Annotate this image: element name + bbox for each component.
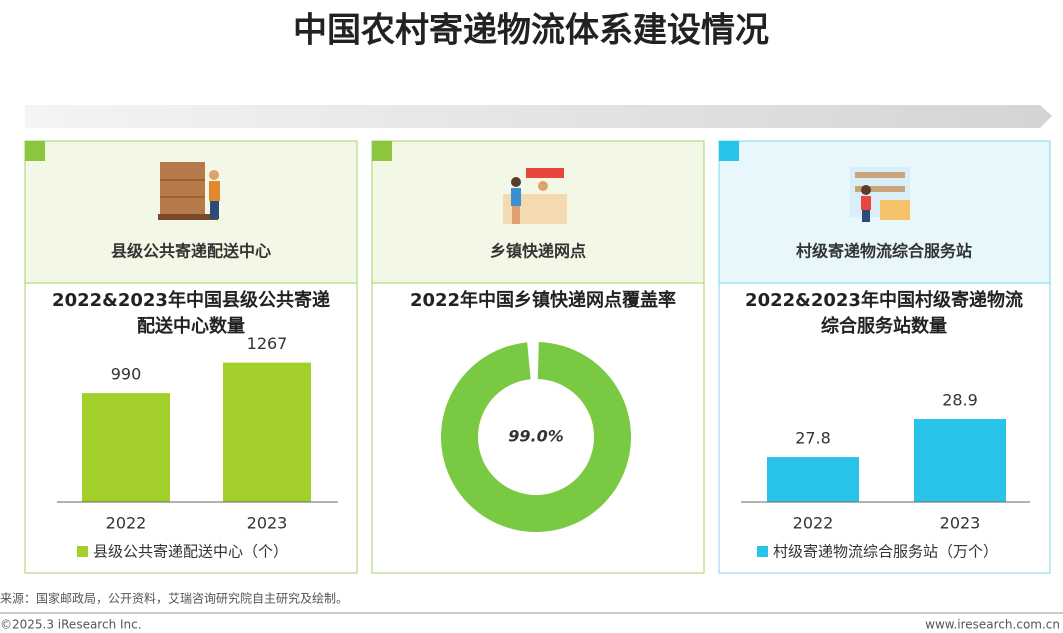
arrow-bar <box>25 105 1052 128</box>
value-label: 99.0% <box>508 427 564 446</box>
chart-title: 2022年中国乡镇快递网点覆盖率 <box>409 290 677 311</box>
icon-post-office <box>503 168 567 224</box>
donut-segment <box>440 342 631 532</box>
x-tick-label: 2022 <box>793 514 834 533</box>
corner <box>372 141 392 161</box>
corner <box>25 141 45 161</box>
corner <box>719 141 739 161</box>
legend-label: 县级公共寄递配送中心（个） <box>93 543 288 561</box>
website: www.iresearch.com.cn <box>925 618 1060 632</box>
copyright: ©2025.3 iResearch Inc. <box>0 618 142 632</box>
legend-swatch <box>757 546 768 557</box>
legend-label: 村级寄递物流综合服务站（万个） <box>773 543 998 561</box>
x-tick-label: 2023 <box>940 514 981 533</box>
bar <box>767 457 859 502</box>
bar <box>223 362 311 502</box>
panels <box>24 140 1051 574</box>
panel-label: 村级寄递物流综合服务站 <box>796 242 972 261</box>
panel-label: 乡镇快递网点 <box>490 242 586 261</box>
icon-service-station <box>850 167 910 222</box>
source: 来源：国家邮政局，公开资料，艾瑞咨询研究院自主研究及绘制。 <box>0 591 348 606</box>
bar <box>914 419 1006 502</box>
page-title: 中国农村寄递物流体系建设情况 <box>293 11 769 51</box>
panel-label: 县级公共寄递配送中心 <box>111 242 271 261</box>
icon-warehouse <box>158 162 220 220</box>
value-label: 28.9 <box>942 391 978 410</box>
chart-title: 2022&2023年中国县级公共寄递配送中心数量 <box>52 290 330 337</box>
x-tick-label: 2023 <box>247 514 288 533</box>
bar <box>82 393 170 502</box>
value-label: 990 <box>111 365 142 384</box>
chart-title: 2022&2023年中国村级寄递物流综合服务站数量 <box>745 290 1023 337</box>
legend-swatch <box>77 546 88 557</box>
x-tick-label: 2022 <box>106 514 147 533</box>
value-label: 27.8 <box>795 429 831 448</box>
value-label: 1267 <box>247 334 288 353</box>
